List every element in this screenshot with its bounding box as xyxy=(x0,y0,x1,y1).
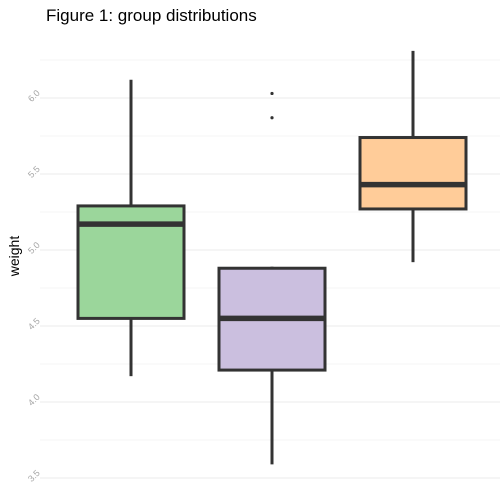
box-group-1 xyxy=(76,79,186,377)
y-axis-label: weight xyxy=(6,236,22,278)
y-tick-label: 4.5 xyxy=(26,316,42,332)
chart-title: Figure 1: group distributions xyxy=(46,6,257,25)
outlier-point xyxy=(270,91,274,96)
box-iqr xyxy=(358,136,468,211)
y-axis-ticks: 3.5 4.0 4.5 5.0 5.5 6.0 xyxy=(26,88,42,484)
box-group-2 xyxy=(217,91,327,465)
boxes xyxy=(76,50,468,465)
box-group-3 xyxy=(358,50,468,263)
y-tick-label: 5.5 xyxy=(26,164,42,180)
y-tick-label: 6.0 xyxy=(26,88,42,104)
y-tick-label: 3.5 xyxy=(26,468,42,484)
y-tick-label: 4.0 xyxy=(26,392,42,408)
y-tick-label: 5.0 xyxy=(26,240,42,256)
outlier-point xyxy=(270,116,274,120)
